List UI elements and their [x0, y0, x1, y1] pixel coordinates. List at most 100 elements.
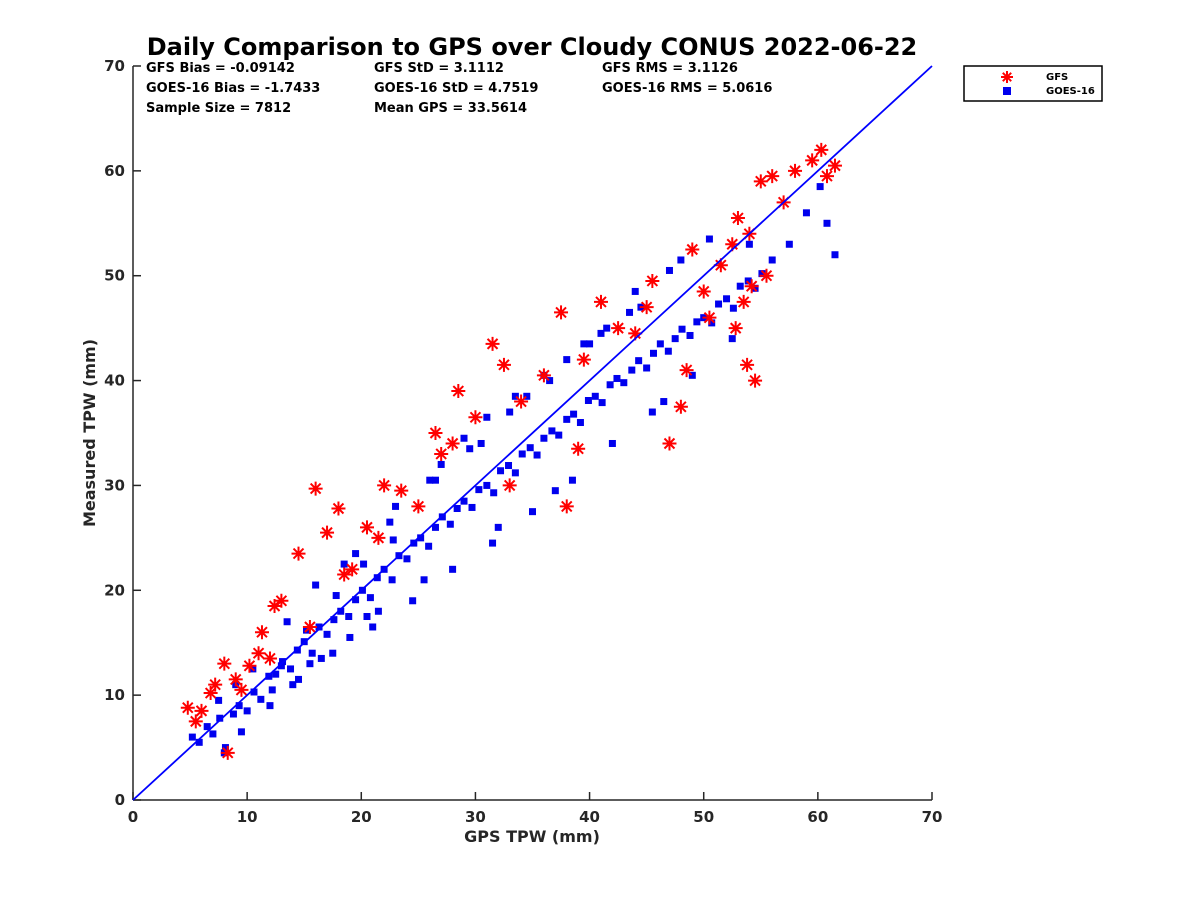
goes16-point: [744, 277, 752, 285]
goes16-point: [243, 707, 251, 715]
y-axis-label: Measured TPW (mm): [80, 339, 99, 527]
goes16-point: [425, 542, 433, 550]
goes16-point: [468, 503, 476, 511]
goes16-point: [631, 287, 639, 295]
goes16-point: [188, 733, 196, 741]
goes16-point: [287, 665, 295, 673]
one-to-one-line: [132, 65, 933, 801]
goes16-point: [272, 670, 280, 678]
gfs-point: [242, 658, 257, 673]
gfs-point: [740, 357, 755, 372]
gfs-point: [220, 745, 235, 760]
goes16-point: [386, 518, 394, 526]
legend-marker-gfs: [1001, 71, 1013, 83]
legend: GFS GOES-16: [963, 65, 1103, 102]
x-tick-label: 70: [922, 808, 943, 826]
gfs-point: [805, 153, 820, 168]
gfs-point: [485, 336, 500, 351]
goes16-point: [475, 486, 483, 494]
goes16-point: [345, 613, 353, 620]
goes16-point: [306, 660, 314, 668]
gfs-point: [434, 446, 449, 461]
gfs-point: [194, 703, 209, 718]
goes16-point: [563, 356, 571, 364]
gfs-point: [262, 651, 277, 666]
stat-gfs-rms: GFS RMS = 3.1126: [602, 61, 738, 76]
gfs-point: [759, 268, 774, 283]
goes16-point: [337, 607, 345, 615]
goes16-point: [449, 565, 457, 573]
gfs-point: [736, 294, 751, 309]
goes16-point: [591, 392, 599, 400]
goes16-point: [389, 536, 397, 544]
goes16-point: [237, 728, 245, 736]
gfs-point: [188, 714, 203, 729]
goes16-point: [268, 686, 276, 694]
goes16-point: [606, 381, 614, 389]
goes16-point: [671, 335, 679, 343]
goes16-point: [409, 597, 417, 605]
goes16-point: [523, 392, 531, 400]
goes16-point: [608, 439, 616, 447]
goes16-point: [257, 695, 265, 703]
goes16-point: [388, 576, 396, 584]
stat-goes-std: GOES-16 StD = 4.7519: [374, 81, 538, 96]
stat-goes-bias: GOES-16 Bias = -1.7433: [146, 81, 320, 96]
legend-marker-goes16: [1003, 87, 1011, 95]
gfs-point: [496, 357, 511, 372]
chart-title: Daily Comparison to GPS over Cloudy CONU…: [147, 33, 918, 61]
gfs-point: [251, 646, 266, 661]
goes16-point: [329, 649, 337, 657]
gfs-point: [377, 478, 392, 493]
x-tick-label: 30: [465, 808, 486, 826]
goes16-point: [477, 439, 485, 447]
gfs-point: [345, 562, 360, 577]
x-axis-label: GPS TPW (mm): [464, 827, 600, 846]
goes16-point: [352, 550, 360, 558]
goes16-point: [431, 523, 439, 531]
gfs-point: [748, 373, 763, 388]
goes16-point: [403, 555, 411, 563]
gfs-point: [725, 237, 740, 252]
gfs-point: [208, 677, 223, 692]
goes16-point: [417, 534, 425, 542]
gfs-point: [514, 394, 529, 409]
goes16-point: [802, 209, 810, 217]
goes16-point: [635, 357, 643, 365]
goes16-point: [453, 504, 461, 512]
goes16-point: [729, 304, 737, 312]
goes16-point: [340, 560, 348, 568]
goes16-point: [758, 270, 766, 278]
gfs-point: [753, 174, 768, 189]
goes16-point: [369, 623, 377, 631]
goes16-point: [308, 649, 316, 657]
goes16-point: [705, 235, 713, 243]
goes16-point: [548, 427, 556, 435]
goes16-point: [312, 581, 320, 589]
gfs-point: [359, 520, 374, 535]
gfs-point: [291, 546, 306, 561]
goes16-point: [366, 594, 374, 602]
goes16-point: [363, 613, 371, 620]
y-tick-label: 20: [104, 581, 125, 599]
goes16-point: [823, 219, 831, 227]
goes16-point: [360, 560, 368, 568]
gfs-point: [337, 567, 352, 582]
goes16-point: [392, 502, 400, 510]
goes16-point: [283, 618, 291, 626]
goes16-point: [420, 576, 428, 584]
goes16-point: [295, 675, 303, 683]
goes16-point: [570, 410, 578, 418]
gfs-point: [788, 163, 803, 178]
goes16-point: [626, 308, 634, 316]
goes16-point: [431, 476, 439, 484]
goes16-point: [460, 497, 468, 505]
stat-goes-rms: GOES-16 RMS = 5.0616: [602, 81, 772, 96]
gfs-point: [180, 700, 195, 715]
goes16-point: [518, 450, 526, 458]
gfs-point: [662, 436, 677, 451]
goes16-point: [715, 300, 723, 308]
goes16-point: [511, 469, 519, 477]
stat-mean-gps: Mean GPS = 33.5614: [374, 101, 527, 116]
stats-block: GFS Bias = -0.09142 GFS StD = 3.1112 GFS…: [146, 61, 772, 116]
